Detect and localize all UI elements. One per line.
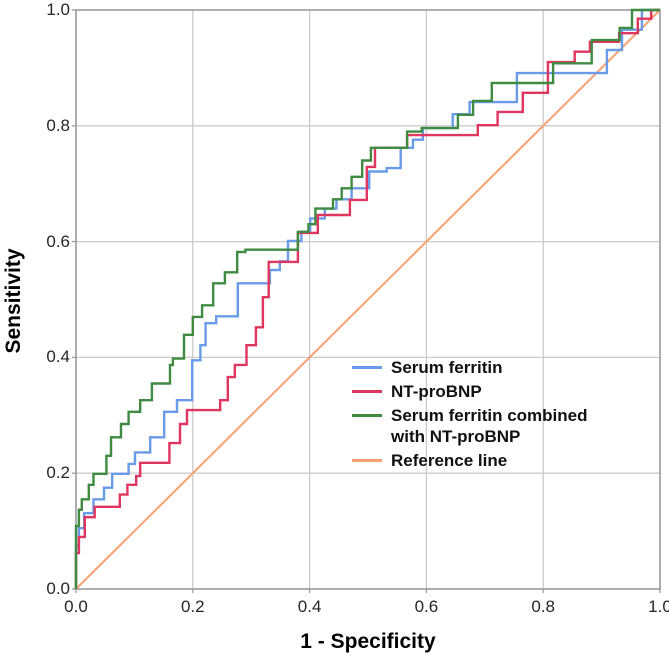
legend-item: Reference line <box>352 450 587 471</box>
y-axis-title: Sensitivity <box>2 248 25 354</box>
y-tick-label: 0.8 <box>46 115 70 135</box>
legend-line-swatch <box>352 459 382 462</box>
x-tick-label: 1.0 <box>648 597 669 616</box>
y-tick-label: 0.0 <box>46 579 70 598</box>
y-tick-label: 0.4 <box>46 347 70 367</box>
plot-border <box>75 9 661 590</box>
y-tick-label: 1.0 <box>46 0 70 19</box>
legend-label: Serum ferritin <box>391 358 503 377</box>
legend-label: NT-proBNP <box>391 382 482 401</box>
x-tick-label: 0.2 <box>180 597 205 616</box>
legend-line-swatch <box>352 414 382 417</box>
x-tick-label: 0.4 <box>297 597 322 616</box>
legend-line-swatch <box>352 366 382 369</box>
legend-label: Reference line <box>391 451 508 470</box>
y-tick-label: 0.2 <box>46 463 70 483</box>
serum-ferritin-combined-with-nt-probnp-curve <box>74 8 660 589</box>
legend-item: Serum ferritin <box>352 357 587 378</box>
legend-line-swatch <box>352 390 382 393</box>
reference-line-curve <box>75 9 661 590</box>
legend: Serum ferritin NT-proBNP Serum ferritin co… <box>352 357 587 471</box>
legend-item: NT-proBNP <box>352 381 587 402</box>
legend-item: Serum ferritin combined with NT-proBNP <box>352 405 587 447</box>
x-tick-label: 0.8 <box>531 597 555 616</box>
y-tick-label: 0.6 <box>46 231 70 251</box>
legend-label: Serum ferritin combined with NT-proBNP <box>391 406 588 446</box>
nt-probnp-curve <box>74 8 660 589</box>
x-axis-title: 1 - Specificity <box>300 630 436 653</box>
x-tick-label: 0.0 <box>64 597 88 616</box>
x-tick-label: 0.6 <box>414 597 439 616</box>
